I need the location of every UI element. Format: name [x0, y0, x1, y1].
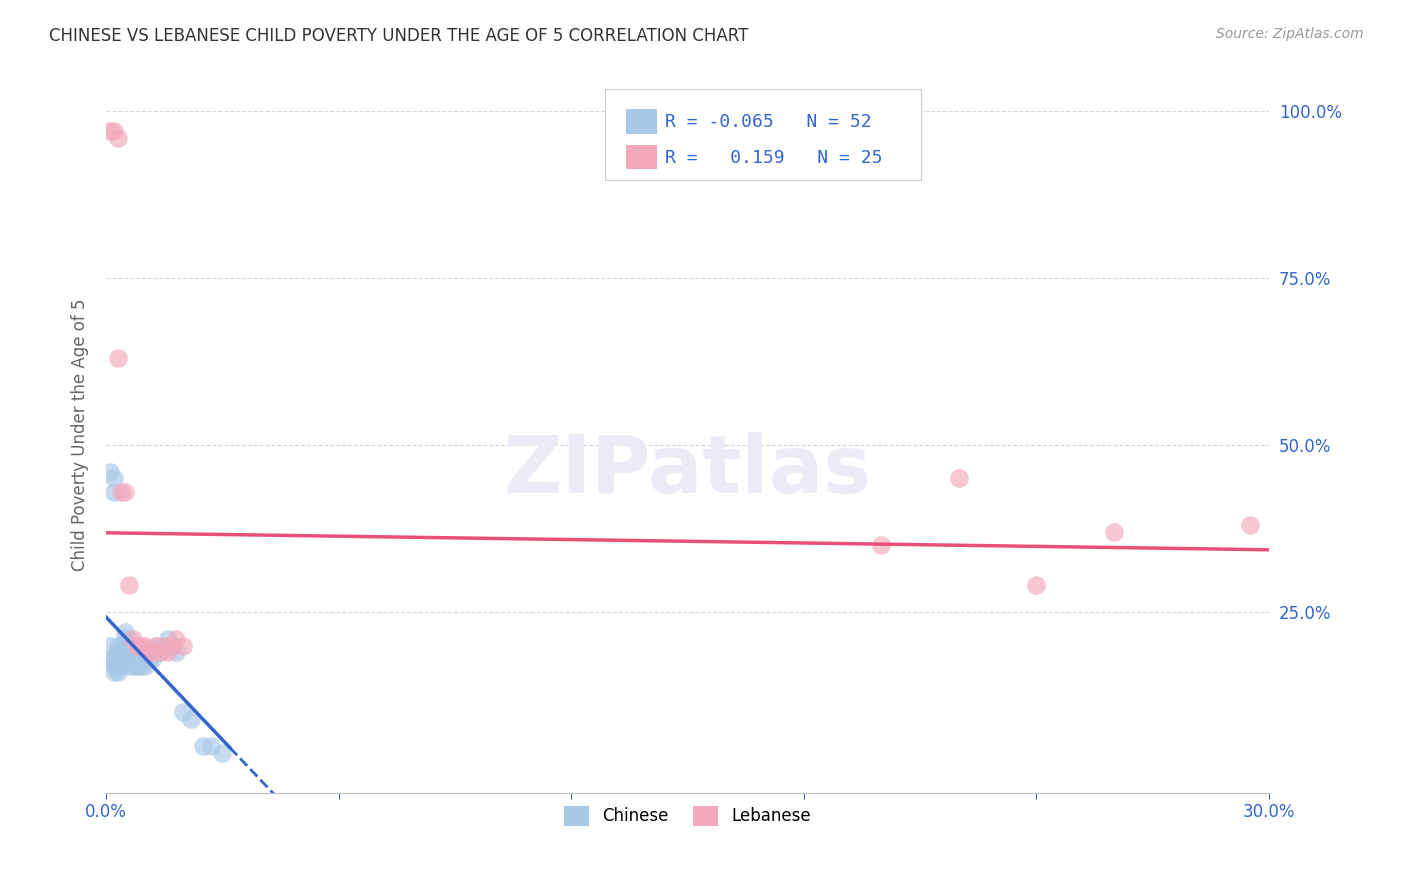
Point: [118, 578, 141, 592]
Point: [156, 645, 179, 659]
Point: [129, 639, 152, 653]
Point: [129, 658, 152, 673]
Point: [110, 484, 132, 499]
Text: Source: ZipAtlas.com: Source: ZipAtlas.com: [1216, 27, 1364, 41]
Point: [110, 645, 132, 659]
Point: [110, 652, 132, 666]
Point: [114, 484, 136, 499]
Point: [156, 632, 179, 646]
Point: [138, 652, 160, 666]
Point: [200, 739, 222, 753]
Legend: Chinese, Lebanese: Chinese, Lebanese: [555, 797, 820, 834]
Point: [107, 645, 129, 659]
Point: [153, 639, 176, 653]
Point: [211, 746, 233, 760]
Point: [134, 639, 156, 653]
Point: [98, 652, 121, 666]
Point: [141, 645, 163, 659]
Point: [107, 639, 129, 653]
Text: CHINESE VS LEBANESE CHILD POVERTY UNDER THE AGE OF 5 CORRELATION CHART: CHINESE VS LEBANESE CHILD POVERTY UNDER …: [49, 27, 748, 45]
Point: [149, 645, 172, 659]
Point: [145, 639, 167, 653]
Point: [149, 645, 172, 659]
Point: [125, 658, 148, 673]
Point: [107, 658, 129, 673]
Point: [1102, 524, 1125, 539]
Point: [103, 471, 125, 485]
Point: [107, 665, 129, 680]
Point: [118, 645, 141, 659]
Point: [118, 639, 141, 653]
Point: [110, 658, 132, 673]
Point: [98, 465, 121, 479]
Point: [153, 639, 176, 653]
Point: [114, 625, 136, 640]
Text: R =   0.159   N = 25: R = 0.159 N = 25: [665, 149, 883, 167]
Point: [1239, 518, 1261, 533]
Point: [103, 665, 125, 680]
Point: [165, 645, 187, 659]
Point: [122, 652, 145, 666]
Point: [160, 639, 183, 653]
Point: [141, 645, 163, 659]
Point: [103, 484, 125, 499]
Point: [125, 652, 148, 666]
Point: [1025, 578, 1047, 592]
Point: [138, 645, 160, 659]
Point: [134, 658, 156, 673]
Point: [138, 645, 160, 659]
Point: [98, 639, 121, 653]
Point: [191, 739, 214, 753]
Point: [172, 706, 194, 720]
Point: [114, 639, 136, 653]
Point: [107, 652, 129, 666]
Point: [145, 639, 167, 653]
Point: [118, 652, 141, 666]
Point: [870, 538, 893, 552]
Point: [125, 639, 148, 653]
Point: [125, 645, 148, 659]
Point: [141, 652, 163, 666]
Point: [114, 645, 136, 659]
Point: [134, 652, 156, 666]
Point: [110, 639, 132, 653]
Point: [129, 645, 152, 659]
Point: [948, 471, 970, 485]
Point: [122, 639, 145, 653]
Point: [107, 351, 129, 366]
Point: [172, 639, 194, 653]
Point: [114, 632, 136, 646]
Point: [160, 639, 183, 653]
Point: [103, 658, 125, 673]
Point: [122, 645, 145, 659]
Point: [118, 658, 141, 673]
Point: [129, 652, 152, 666]
Point: [107, 130, 129, 145]
Point: [122, 658, 145, 673]
Point: [98, 124, 121, 138]
Point: [165, 632, 187, 646]
Point: [118, 632, 141, 646]
Point: [125, 639, 148, 653]
Text: ZIPatlas: ZIPatlas: [503, 432, 872, 510]
Text: R = -0.065   N = 52: R = -0.065 N = 52: [665, 113, 872, 131]
Point: [103, 652, 125, 666]
Point: [122, 632, 145, 646]
Y-axis label: Child Poverty Under the Age of 5: Child Poverty Under the Age of 5: [72, 299, 89, 571]
Point: [134, 645, 156, 659]
Point: [103, 124, 125, 138]
Point: [180, 712, 202, 726]
